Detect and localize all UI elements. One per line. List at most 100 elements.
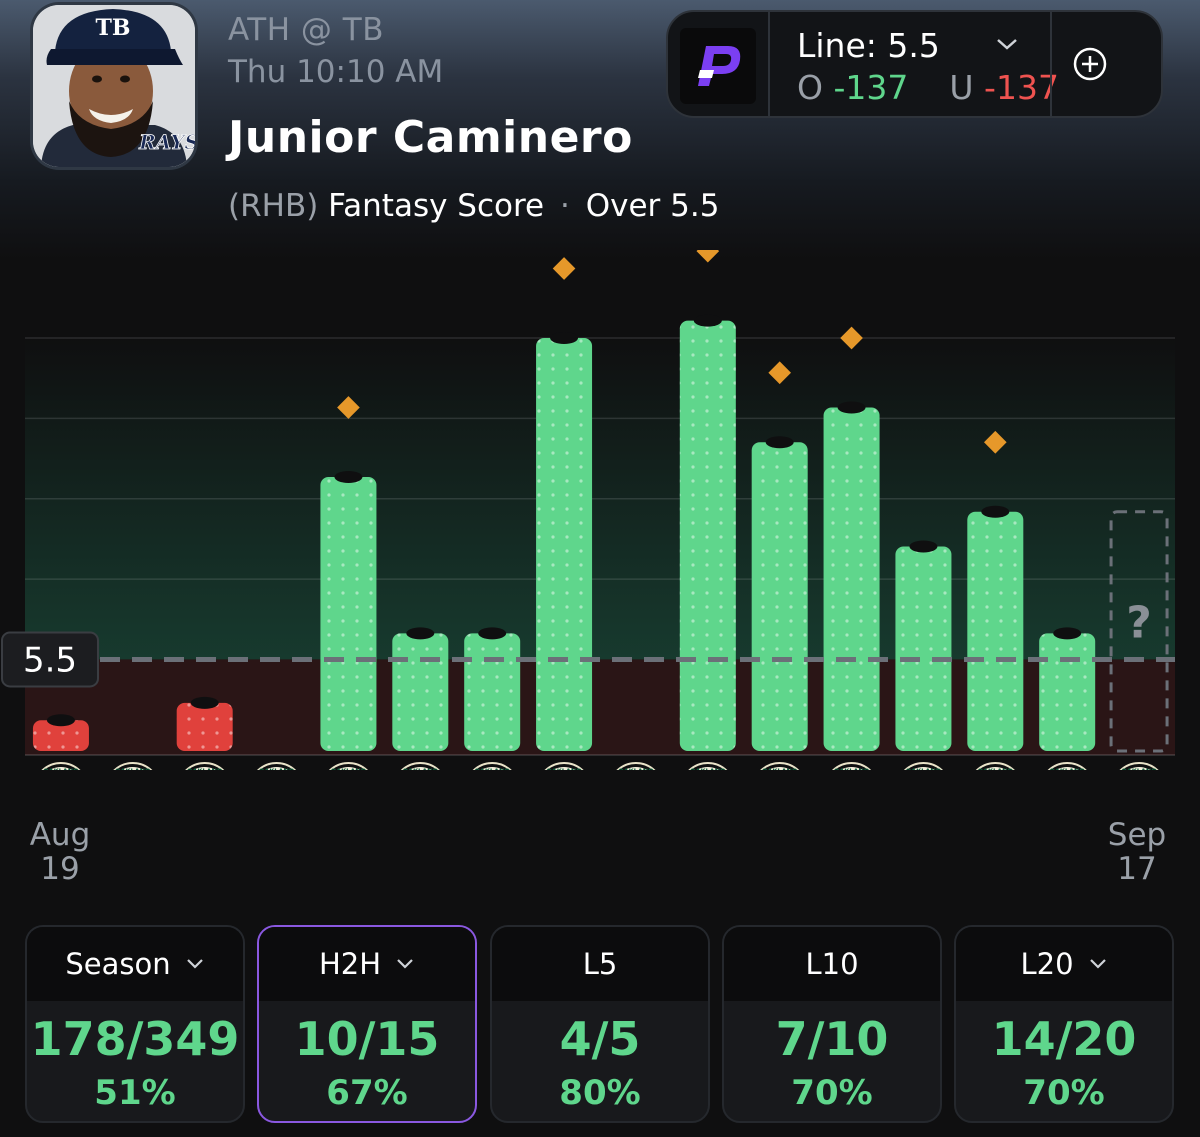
chevron-down-icon — [397, 959, 413, 969]
tile-l20[interactable]: L20 14/20 70% — [954, 925, 1174, 1123]
under-odds[interactable]: -137 — [984, 68, 1059, 107]
projection-marker — [552, 257, 576, 280]
svg-text:OAKLAND: OAKLAND — [403, 767, 439, 770]
x-end-month: Sep — [1107, 817, 1167, 853]
cap-logo: TB — [96, 15, 131, 41]
opponent-logo-icon: OAKLANDA'sATHLETICS — [616, 762, 656, 770]
x-start-day: 19 — [40, 851, 80, 887]
bar-notch — [981, 505, 1010, 518]
svg-text:OAKLAND: OAKLAND — [834, 767, 870, 770]
x-end-day: 17 — [1117, 851, 1157, 887]
tile-header: L10 — [724, 927, 940, 1001]
bar-texture — [967, 511, 1024, 751]
opponent-logo-icon: OAKLANDA'sATHLETICS — [760, 762, 800, 770]
over-label: O — [797, 68, 823, 107]
over-odds[interactable]: -137 — [833, 68, 909, 107]
tile-l5[interactable]: L5 4/5 80% — [490, 925, 710, 1123]
bar-texture — [895, 546, 952, 751]
opponent-logo-icon: OAKLANDA'sATHLETICS — [256, 762, 297, 770]
hit-rate-tiles: Season 178/349 51% H2H 10/15 67% L5 4/5 … — [25, 925, 1175, 1125]
opponent-logo-icon: OAKLANDA'sATHLETICS — [544, 762, 584, 770]
prizepicks-logo-icon — [680, 28, 756, 104]
tile-header: L5 — [492, 927, 708, 1001]
svg-text:OAKLAND: OAKLAND — [906, 767, 942, 770]
svg-text:OAKLAND: OAKLAND — [618, 767, 654, 770]
line-value-badge — [1, 631, 99, 688]
player-name: Junior Caminero — [228, 112, 633, 163]
svg-text:OAKLAND: OAKLAND — [546, 767, 582, 770]
under-label: U — [949, 68, 974, 107]
opponent-logo-icon: OAKLANDA'sATHLETICS — [831, 762, 872, 770]
bar-texture — [320, 477, 377, 751]
bar-notch — [478, 627, 507, 640]
x-end-date: Sep 17 — [1104, 818, 1170, 886]
projection-marker — [696, 250, 720, 263]
tile-fraction: 10/15 — [294, 1012, 440, 1066]
line-value-label: 5.5 — [23, 640, 77, 680]
bar-notch — [46, 714, 75, 727]
tile-l10[interactable]: L10 7/10 70% — [722, 925, 942, 1123]
tile-h2h[interactable]: H2H 10/15 67% — [257, 925, 477, 1123]
svg-text:OAKLAND: OAKLAND — [474, 767, 510, 770]
x-start-month: Aug — [29, 817, 91, 853]
tile-label: L20 — [1020, 947, 1074, 981]
tile-label: L5 — [582, 947, 618, 981]
opponent-logo-icon: OAKLANDA'sATHLETICS — [400, 762, 440, 770]
chevron-down-icon — [1089, 959, 1106, 969]
stat-name: Fantasy Score — [328, 188, 545, 224]
bar-notch — [334, 471, 363, 483]
tile-header: H2H — [259, 927, 475, 1001]
odds-row: O -137 U -137 — [797, 68, 1059, 107]
bar-notch — [406, 627, 435, 640]
tile-percent: 70% — [1023, 1073, 1105, 1113]
svg-text:OAKLAND: OAKLAND — [331, 767, 367, 770]
svg-text:OAKLAND: OAKLAND — [187, 767, 223, 770]
add-pick-plus-icon[interactable] — [1072, 46, 1108, 82]
opponent-logo-icon: OAKLANDA'sATHLETICS — [328, 762, 369, 770]
opponent-logo-icon: OAKLANDA'sATHLETICS — [688, 762, 728, 770]
bar-notch — [837, 401, 866, 414]
bar-notch — [693, 314, 722, 327]
line-selector[interactable]: Line: 5.5 O -137 U -137 — [666, 10, 1163, 118]
svg-text:OAKLAND: OAKLAND — [43, 767, 79, 770]
tile-fraction: 4/5 — [559, 1012, 641, 1066]
tile-header: Season — [27, 927, 243, 1001]
opponent-logo-icon: OAKLANDA'sATHLETICS — [1047, 762, 1087, 770]
opponent-logo-icon: OAKLANDA'sATHLETICS — [185, 762, 225, 770]
svg-text:OAKLAND: OAKLAND — [690, 767, 726, 770]
bar-texture — [464, 633, 521, 751]
chevron-down-icon[interactable] — [994, 34, 1020, 54]
bar-notch — [909, 540, 938, 553]
opponent-logo-icon: OAKLANDA'sATHLETICS — [975, 762, 1015, 770]
bar-notch — [1053, 627, 1082, 640]
line-label: Line: 5.5 — [797, 26, 940, 65]
pending-label: ? — [1126, 597, 1152, 648]
divider — [1050, 12, 1052, 116]
prop-subtitle: (RHB) Fantasy Score · Over 5.5 — [228, 188, 719, 224]
player-photo: TB RAYS — [33, 5, 195, 167]
tile-label: Season — [65, 947, 171, 981]
separator: · — [560, 188, 570, 224]
x-start-date: Aug 19 — [28, 818, 92, 886]
tile-fraction: 7/10 — [775, 1012, 889, 1066]
bar-notch — [190, 696, 219, 709]
bar-texture — [536, 338, 593, 751]
tile-label: L10 — [805, 947, 859, 981]
tile-percent: 70% — [791, 1073, 873, 1113]
game-log-chart: ? 5.5 OAKLANDA'sATHLETICS OAKLANDA'sATHLETI… — [0, 250, 1200, 770]
tile-header: L20 — [956, 927, 1172, 1001]
pending-bar — [1109, 510, 1169, 753]
bar-notch — [765, 436, 794, 449]
bar-texture — [823, 407, 880, 751]
svg-text:OAKLAND: OAKLAND — [259, 767, 295, 770]
bar-texture — [679, 320, 736, 751]
bar-notch — [550, 332, 579, 344]
svg-text:OAKLAND: OAKLAND — [1049, 767, 1085, 770]
chevron-down-icon — [186, 959, 203, 969]
svg-text:OAKLAND: OAKLAND — [978, 767, 1014, 770]
tile-season[interactable]: Season 178/349 51% — [25, 925, 245, 1123]
chart-canvas: ? 5.5 OAKLANDA'sATHLETICS OAKLANDA'sATHLETI… — [1, 250, 1175, 770]
divider — [768, 12, 770, 116]
tile-label: H2H — [318, 947, 382, 981]
bar-texture — [176, 702, 233, 751]
